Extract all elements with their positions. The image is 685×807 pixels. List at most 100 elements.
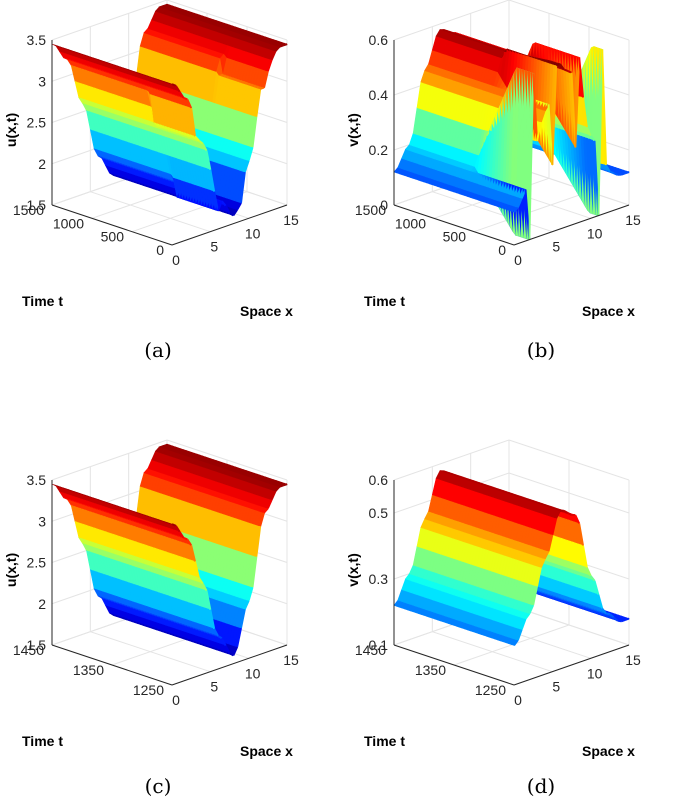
z-tick-label: 2 [38,156,46,172]
surface-front-edge [213,191,219,212]
surface-front-edge [251,116,258,148]
t-tick-label: 0 [156,242,164,258]
surface-front-edge [578,57,584,98]
surface-front-edge [224,205,231,214]
chart-panel-b: 0 0.2 0.4 0.6 0 500 1000 1500 0 5 10 15 v(x,t) Time t… [342,0,685,330]
floor-gridline-x [432,191,553,233]
surface-front-edge [582,97,588,128]
backwall-gridline-z [393,439,510,481]
surface-front-edge [274,46,281,52]
surface-front-edge [190,108,196,137]
surface-front-edge [621,172,626,176]
surface-front-edge [282,43,288,47]
x-tick-label: 15 [625,212,641,228]
surface-front-edge [213,628,219,637]
chart-panel-a: 1.5 2 2.5 3 3.5 0 500 1000 1500 0 5 10 15 u(x,t) Time … [0,0,342,330]
surface-front-edge [232,646,239,656]
z-axis-title: u(x,t) [3,553,19,587]
sidewall-gridline-z [508,472,630,514]
backwall-gridline-z [393,0,510,41]
t-tick-label: 500 [443,229,467,245]
surface-front-edge [240,171,246,203]
surface-front-edge [209,609,216,630]
surface-front-edge [197,577,204,585]
surface-front-edge [528,73,535,240]
surface-front-edge [279,44,284,48]
x-tick-label: 0 [172,252,180,268]
chart-panel-d: 0.1 0.3 0.5 0.6 1250 1350 1450 0 5 10 15 v(x,t) Time… [342,439,685,770]
z-tick-label: 0.4 [369,87,389,103]
backwall-gridline-z [51,439,168,481]
surface-front-edge [624,171,630,175]
z-axis-title: v(x,t) [345,113,361,146]
z-tick-label: 3 [38,73,46,89]
surface-front-edge [251,556,258,588]
surface-chart-c: 1.522.533.5125013501450051015u(x,t)Time … [3,439,299,759]
surface-front-edge [270,490,277,501]
surface-front-edge [270,50,277,61]
surface-front-edge [605,164,611,173]
z-tick-label: 2 [38,596,46,612]
surface-front-edge [194,135,200,142]
t-tick-label: 1450 [13,642,44,658]
surface-front-edge [171,523,177,527]
x-tick-label: 5 [210,679,218,695]
surface-front-edge [570,72,577,148]
surface-front-edge [174,525,181,533]
surface-front-edge [274,486,281,492]
surface-front-edge [559,63,565,70]
surface-front-edge [243,600,250,610]
x-axis-title: Space x [240,303,293,319]
surface-front-edge [247,146,254,161]
surface-front-edge [171,83,177,87]
surface-front-edge [228,212,234,217]
surface-front-edge [532,73,538,142]
surface-front-edge [263,70,269,88]
z-tick-label: 1.5 [27,637,47,653]
surface-front-edge [513,206,519,213]
surface-front-edge [266,499,273,509]
surface-front-edge [201,143,208,152]
x-axis-line [171,644,288,686]
x-axis-title: Space x [240,743,293,759]
surface-front-edge [183,536,188,541]
x-tick-label: 5 [210,239,218,255]
sidewall-gridline-z [508,439,630,481]
surface-front-edge [585,126,592,137]
surface-front-edge [224,645,231,654]
surface-front-edge [201,583,208,592]
x-tick-label: 15 [283,652,299,668]
surface-front-edge [601,49,607,166]
t-axis-line [393,204,515,246]
x-tick-label: 0 [514,252,522,268]
surface-front-edge [609,170,615,175]
surface-front-edge [220,637,227,647]
sidewall-gridline-z [166,0,288,41]
surface-front-edge [255,88,262,117]
floor-gridline-x [90,191,211,233]
surface-front-edge [240,608,246,629]
surface-front-edge [536,121,542,142]
surface-front-edge [186,538,193,546]
floor-gridline-t [453,624,570,666]
surface-front-edge [174,85,181,93]
surface-front-edge [209,169,216,192]
x-tick-label: 15 [283,212,299,228]
t-tick-label: 1500 [13,202,44,218]
z-tick-label: 2.5 [27,115,47,131]
surface-front-edge [198,139,204,145]
t-tick-label: 500 [101,229,125,245]
surface-front-edge [194,561,200,578]
t-tick-label: 1000 [53,215,84,231]
surface-front-edge [563,68,569,72]
z-tick-label: 1.5 [27,197,47,213]
sidewall-gridline-z [508,0,630,41]
t-tick-label: 1500 [355,202,386,218]
surface-front-edge [217,635,223,640]
surface-chart-a: 1.522.533.5050010001500051015u(x,t)Time … [3,0,299,319]
surface-front-edge [282,483,288,487]
surface-front-edge [567,70,572,74]
z-axis-title: u(x,t) [3,113,19,147]
surface-front-edge [266,59,273,72]
t-tick-label: 0 [498,242,506,258]
